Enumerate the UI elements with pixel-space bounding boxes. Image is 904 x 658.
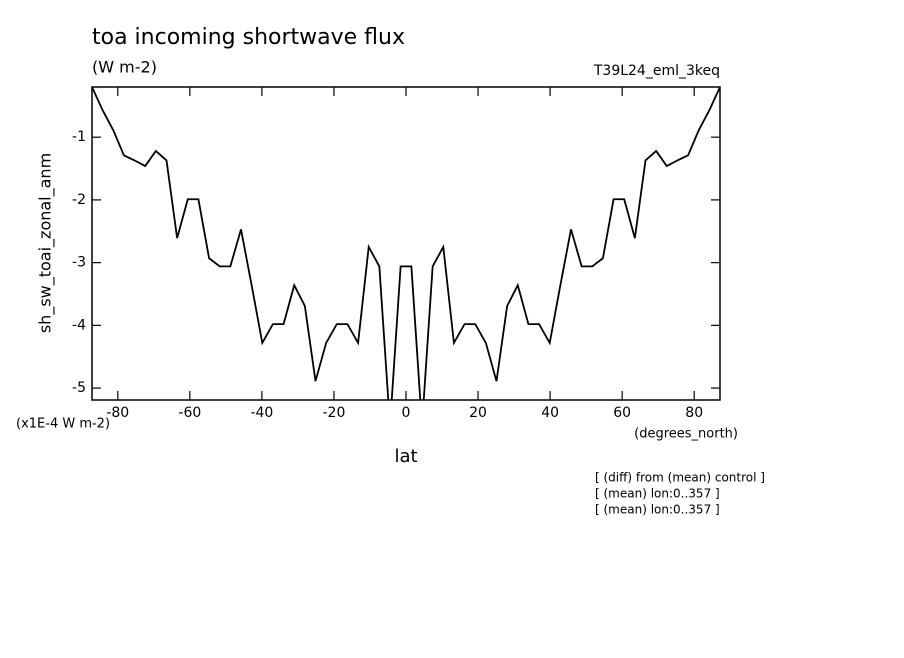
note: [ (mean) lon:0..357 ] (595, 503, 720, 517)
x-tick-label: 0 (402, 405, 411, 421)
note: [ (diff) from (mean) control ] (595, 471, 765, 485)
run-label: T39L24_eml_3keq (593, 63, 720, 79)
y-unit: (x1E-4 W m-2) (16, 417, 110, 432)
x-tick-label: -40 (250, 405, 273, 421)
x-tick-label: 40 (541, 405, 559, 421)
y-tick-label: -1 (72, 129, 86, 145)
chart-title: toa incoming shortwave flux (92, 25, 405, 50)
y-tick-label: -4 (72, 317, 86, 333)
y-axis-label: sh_sw_toai_zonal_anm (36, 153, 56, 333)
y-tick-label: -3 (72, 255, 86, 271)
chart-subtitle: (W m-2) (92, 58, 157, 77)
x-tick-label: 80 (685, 405, 703, 421)
x-axis-label: lat (394, 446, 417, 467)
x-tick-label: -60 (178, 405, 201, 421)
plot-frame (91, 86, 721, 401)
line-series (92, 87, 720, 400)
note: [ (mean) lon:0..357 ] (595, 487, 720, 501)
y-tick-label: -2 (72, 192, 86, 208)
x-unit: (degrees_north) (634, 427, 738, 442)
x-tick-label: -20 (323, 405, 346, 421)
x-tick-label: 20 (469, 405, 487, 421)
y-tick-label: -5 (72, 380, 86, 396)
x-tick-label: 60 (613, 405, 631, 421)
x-tick-label: -80 (106, 405, 129, 421)
